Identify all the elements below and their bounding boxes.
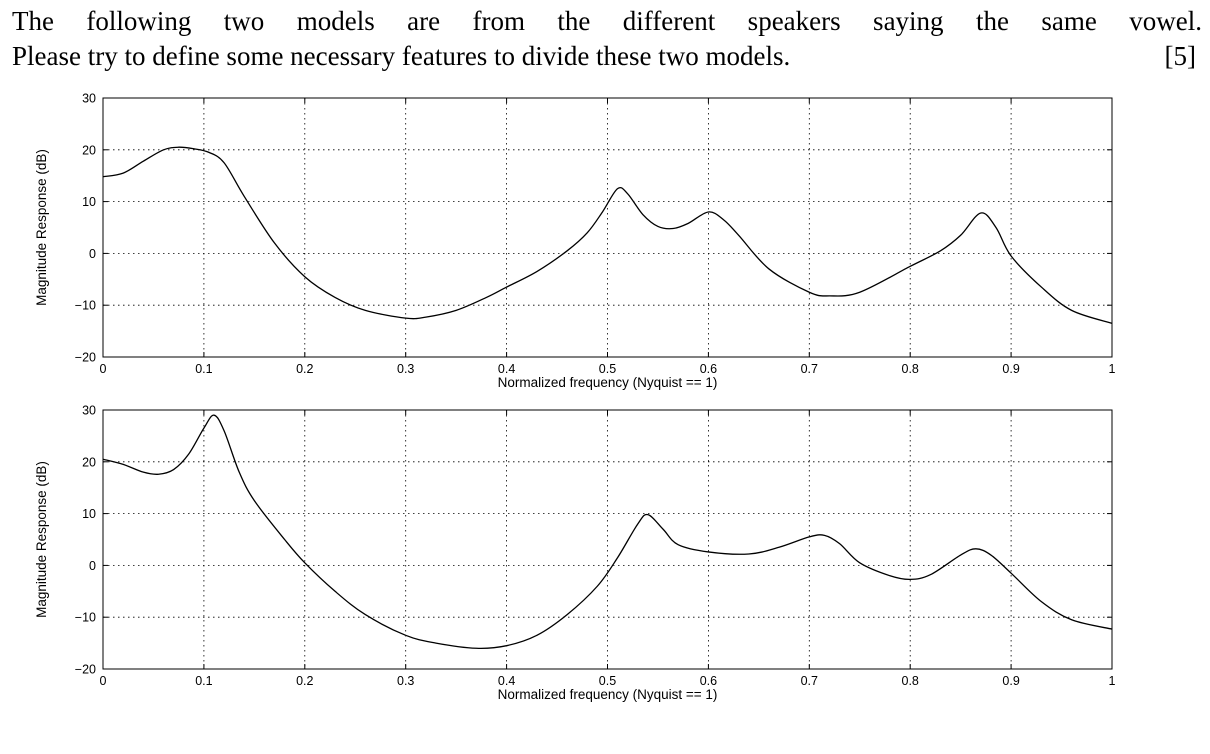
y-axis-label: Magnitude Response (dB): [34, 149, 49, 306]
x-tick-label: 0.5: [599, 362, 616, 376]
chart-2: 0 0.1 0.2 0.3 0.4 0.5 0.6 0.7 0.8 0.9 1 −20 −10 0 10 20…: [34, 404, 1116, 703]
x-tick-label: 0: [100, 362, 107, 376]
x-tick-label: 0: [100, 674, 107, 688]
y-tick-label: 30: [82, 92, 96, 106]
x-tick-label: 0.9: [1002, 362, 1019, 376]
y-tick-label: −20: [75, 663, 96, 677]
y-tick-label: 10: [82, 507, 96, 521]
x-tick-label: 0.4: [498, 362, 515, 376]
x-tick-label: 0.2: [296, 362, 313, 376]
y-tick-label: −10: [75, 299, 96, 313]
x-tick-label: 0.5: [599, 674, 616, 688]
x-tick-label: 1: [1109, 362, 1116, 376]
x-tick-label: 0.1: [195, 362, 212, 376]
question-text: The following two models are from the di…: [12, 4, 1202, 74]
x-axis-label: Normalized frequency (Nyquist == 1): [498, 687, 718, 702]
y-tick-label: 20: [82, 455, 96, 469]
x-tick-label: 0.6: [700, 362, 717, 376]
y-tick-label: 0: [89, 247, 96, 261]
chart-1: 0 0.1 0.2 0.3 0.4 0.5 0.6 0.7 0.8 0.9 1 −20 −10 0 10 20…: [34, 92, 1116, 391]
x-tick-label: 0.6: [700, 674, 717, 688]
x-tick-label: 0.9: [1002, 674, 1019, 688]
magnitude-response-curve: [102, 146, 1113, 324]
x-tick-label: 0.3: [397, 674, 414, 688]
x-tick-label: 0.8: [902, 362, 919, 376]
x-tick-label: 0.7: [801, 362, 818, 376]
question-line-2-row: Please try to define some necessary feat…: [12, 39, 1202, 74]
x-tick-label: 0.4: [498, 674, 515, 688]
x-tick-label: 0.3: [397, 362, 414, 376]
y-tick-label: 20: [82, 143, 96, 157]
y-tick-label: 30: [82, 404, 96, 418]
x-tick-label: 0.7: [801, 674, 818, 688]
question-marks: [5]: [1164, 41, 1196, 71]
question-line-2: Please try to define some necessary feat…: [12, 41, 791, 71]
y-tick-label: −20: [75, 351, 96, 365]
magnitude-response-curve: [102, 414, 1113, 650]
question-line-1: The following two models are from the di…: [12, 6, 1202, 36]
x-tick-label: 0.1: [195, 674, 212, 688]
x-tick-label: 0.8: [902, 674, 919, 688]
x-tick-label: 1: [1109, 674, 1116, 688]
y-tick-label: −10: [75, 611, 96, 625]
y-tick-label: 0: [89, 559, 96, 573]
y-tick-label: 10: [82, 195, 96, 209]
x-tick-label: 0.2: [296, 674, 313, 688]
x-axis-label: Normalized frequency (Nyquist == 1): [498, 375, 718, 390]
y-axis-label: Magnitude Response (dB): [34, 461, 49, 618]
